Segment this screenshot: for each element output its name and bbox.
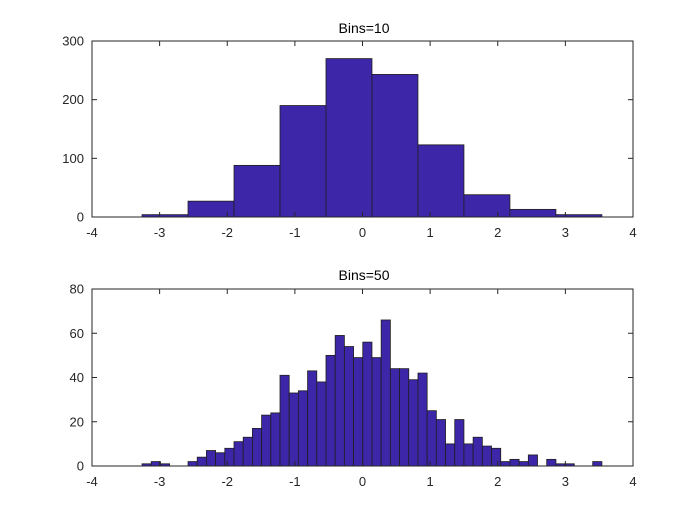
x-tick-label: 4	[629, 225, 636, 240]
y-tick-label: 40	[70, 370, 84, 385]
histogram-bar	[325, 354, 336, 467]
histogram-bar	[546, 458, 557, 467]
x-tick-label: 0	[359, 225, 366, 240]
x-tick-label: 3	[562, 225, 569, 240]
histogram-bar	[353, 357, 364, 467]
y-tick-label: 0	[77, 210, 84, 225]
histogram-bar	[518, 461, 529, 467]
x-tick-label: -4	[86, 474, 98, 489]
x-tick-label: 1	[427, 474, 434, 489]
x-tick-label: 1	[427, 225, 434, 240]
x-tick-label: 2	[494, 225, 501, 240]
histogram-bar	[242, 436, 253, 467]
x-tick-label: 3	[562, 474, 569, 489]
histogram-bar	[592, 461, 603, 467]
histogram-bar	[252, 427, 263, 467]
histogram-bar	[426, 410, 437, 467]
y-tick-label: 20	[70, 414, 84, 429]
histogram-bar	[206, 450, 217, 467]
x-tick-label: 2	[494, 474, 501, 489]
x-tick-label: -2	[221, 225, 233, 240]
histogram-bar	[233, 441, 244, 467]
y-tick-label: 200	[62, 92, 84, 107]
histogram-bar	[279, 105, 327, 218]
histogram-bar	[215, 452, 226, 467]
histogram-bar	[445, 443, 456, 467]
histogram-bar	[224, 447, 235, 467]
axes-frame	[91, 288, 634, 467]
histogram-bar	[463, 443, 474, 467]
histogram-bar	[463, 194, 511, 218]
histogram-bar	[325, 58, 373, 218]
bars-group	[141, 58, 603, 218]
histogram-bar	[389, 368, 400, 467]
chart-title: Bins=50	[339, 267, 390, 283]
histogram-bar	[371, 74, 419, 218]
histogram-bar	[279, 374, 290, 467]
histogram-bar	[491, 447, 502, 467]
histogram-bar	[399, 368, 410, 467]
histogram-bar	[454, 419, 465, 467]
histogram-bins-10: Bins=10 -4 -3 -2 -1 0 1 2 3 4 0 100 200 300	[62, 20, 636, 240]
histogram-bar	[509, 458, 520, 467]
histogram-bar	[408, 379, 419, 467]
histogram-bar	[362, 341, 373, 467]
histogram-bar	[261, 414, 272, 467]
histogram-bar	[316, 381, 327, 467]
axes-frame	[91, 40, 634, 218]
histogram-bar	[343, 346, 354, 467]
x-tick-label: -4	[86, 225, 98, 240]
histogram-bar	[500, 461, 511, 467]
chart-title: Bins=10	[339, 20, 390, 36]
x-tick-label: -1	[289, 474, 301, 489]
histogram-bar	[417, 144, 465, 218]
x-tick-label: -3	[154, 474, 166, 489]
x-tick-label: -2	[221, 474, 233, 489]
x-tick-label: 0	[359, 474, 366, 489]
histogram-bar	[187, 461, 198, 467]
histogram-bar	[150, 461, 161, 467]
ticks-group: -4 -3 -2 -1 0 1 2 3 4 0 100 200 300	[62, 34, 636, 241]
y-tick-label: 300	[62, 34, 84, 49]
histogram-bar	[481, 445, 492, 467]
histogram-bar	[509, 208, 557, 218]
histogram-bar	[270, 412, 281, 467]
y-tick-label: 0	[77, 459, 84, 474]
histogram-bar	[371, 357, 382, 467]
y-tick-label: 100	[62, 151, 84, 166]
x-tick-label: 4	[629, 474, 636, 489]
histogram-bar	[435, 419, 446, 467]
histogram-bar	[380, 319, 391, 467]
histogram-bar	[307, 370, 318, 467]
histogram-bar	[417, 372, 428, 467]
histogram-bar	[233, 164, 281, 218]
histogram-bar	[527, 454, 538, 467]
histogram-bar	[288, 392, 299, 467]
histogram-bar	[196, 456, 207, 467]
histogram-bar	[297, 390, 308, 467]
y-tick-label: 80	[70, 282, 84, 297]
histogram-bar	[472, 436, 483, 467]
x-tick-label: -1	[289, 225, 301, 240]
histogram-bar	[334, 335, 345, 467]
y-tick-label: 60	[70, 326, 84, 341]
x-tick-label: -3	[154, 225, 166, 240]
